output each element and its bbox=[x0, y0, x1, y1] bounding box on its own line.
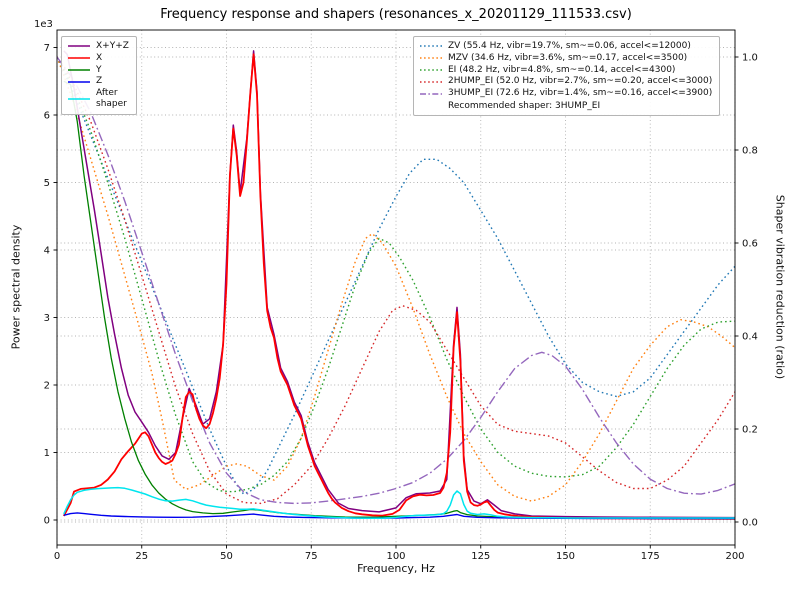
y-right-tick-label: 0.0 bbox=[742, 518, 758, 529]
x-y-z-legend-line-icon bbox=[68, 45, 90, 48]
tick-marks bbox=[53, 47, 739, 549]
x-tick-label: 25 bbox=[135, 551, 148, 562]
mzv-legend-line-icon bbox=[420, 57, 442, 59]
x-tick-label: 0 bbox=[54, 551, 60, 562]
legend-label-ei: EI (48.2 Hz, vibr=4.8%, sm~=0.14, accel<… bbox=[448, 64, 676, 75]
series-z bbox=[63, 512, 735, 520]
x-axis-label: Frequency, Hz bbox=[357, 562, 435, 575]
series-x-y-z bbox=[63, 50, 735, 519]
legend-entry-x-y-z: X+Y+Z bbox=[67, 41, 129, 52]
2hump-ei-legend-line-icon bbox=[420, 80, 442, 83]
legend-entry-y: Y bbox=[67, 65, 129, 76]
x-tick-label: 75 bbox=[305, 551, 318, 562]
x-tick-label: 100 bbox=[386, 551, 405, 562]
legend-entry-after-shaper: After shaper bbox=[67, 88, 129, 110]
3hump-ei-legend-line-icon bbox=[420, 92, 442, 95]
ei-legend-line-icon bbox=[420, 69, 442, 71]
y-left-tick-label: 2 bbox=[44, 381, 50, 392]
y-right-tick-label: 0.4 bbox=[742, 332, 758, 343]
legend-shapers: ZV (55.4 Hz, vibr=19.7%, sm~=0.06, accel… bbox=[413, 36, 721, 116]
legend-label-x: X bbox=[96, 52, 103, 63]
legend-recommended-note: Recommended shaper: 3HUMP_EI bbox=[448, 100, 601, 111]
y-legend-line-icon bbox=[68, 69, 90, 71]
legend-label-x-y-z: X+Y+Z bbox=[96, 41, 129, 51]
y-right-tick-label: 0.6 bbox=[742, 239, 758, 250]
y-right-tick-label: 1.0 bbox=[742, 53, 758, 64]
chart-title: Frequency response and shapers (resonanc… bbox=[160, 7, 632, 22]
legend-psd: X+Y+Z X Y Z After shaper bbox=[61, 36, 137, 115]
y-left-tick-label: 4 bbox=[44, 246, 50, 257]
y-left-tick-label: 3 bbox=[44, 313, 50, 324]
legend-label-y: Y bbox=[96, 64, 102, 75]
x-tick-label: 125 bbox=[471, 551, 490, 562]
legend-entry-mzv: MZV (34.6 Hz, vibr=3.6%, sm~=0.17, accel… bbox=[419, 53, 712, 64]
legend-label-mzv: MZV (34.6 Hz, vibr=3.6%, sm~=0.17, accel… bbox=[448, 52, 688, 63]
gridlines bbox=[56, 30, 736, 545]
tick-labels: 0 25 50 75 100 125 150 175 200 0 1 2 3 4 5 6 7 0.0 0.2 0.4 0… bbox=[44, 43, 758, 562]
z-legend-line-icon bbox=[68, 80, 90, 83]
series-ei bbox=[57, 56, 735, 493]
legend-label-z: Z bbox=[96, 76, 103, 87]
y-left-tick-label: 7 bbox=[44, 43, 50, 54]
legend-entry-3hump-ei: 3HUMP_EI (72.6 Hz, vibr=1.4%, sm~=0.16, … bbox=[419, 88, 712, 99]
series-3hump-ei bbox=[57, 56, 735, 505]
legend-label-3hump-ei: 3HUMP_EI (72.6 Hz, vibr=1.4%, sm~=0.16, … bbox=[448, 88, 713, 99]
legend-label-2hump-ei: 2HUMP_EI (52.0 Hz, vibr=2.7%, sm~=0.20, … bbox=[448, 76, 713, 87]
x-tick-label: 50 bbox=[220, 551, 233, 562]
y-axis-label-left: Power spectral density bbox=[9, 224, 23, 350]
series-y bbox=[63, 80, 735, 520]
legend-entry-x: X bbox=[67, 53, 129, 64]
legend-entry-z: Z bbox=[67, 76, 129, 87]
series-after-shaper bbox=[63, 486, 735, 520]
x-tick-label: 200 bbox=[725, 551, 744, 562]
legend-label-zv: ZV (55.4 Hz, vibr=19.7%, sm~=0.06, accel… bbox=[448, 41, 691, 51]
x-tick-label: 175 bbox=[641, 551, 660, 562]
legend-entry-zv: ZV (55.4 Hz, vibr=19.7%, sm~=0.06, accel… bbox=[419, 41, 712, 52]
y-left-tick-label: 5 bbox=[44, 178, 50, 189]
legend-entry-ei: EI (48.2 Hz, vibr=4.8%, sm~=0.14, accel<… bbox=[419, 65, 712, 76]
y-left-tick-label: 1 bbox=[44, 448, 50, 459]
series-mzv bbox=[57, 56, 735, 502]
x-legend-line-icon bbox=[68, 57, 90, 59]
legend-label-after-shaper: After shaper bbox=[96, 88, 127, 109]
zv-legend-line-icon bbox=[420, 45, 442, 48]
x-tick-label: 150 bbox=[556, 551, 575, 562]
y-left-tick-label: 6 bbox=[44, 111, 50, 122]
after-shaper-legend-line-icon bbox=[68, 98, 90, 100]
legend-entry-2hump-ei: 2HUMP_EI (52.0 Hz, vibr=2.7%, sm~=0.20, … bbox=[419, 76, 712, 87]
y-axis-offset-label: 1e3 bbox=[34, 19, 53, 30]
y-left-tick-label: 0 bbox=[44, 516, 50, 527]
legend-shaper-entries: ZV (55.4 Hz, vibr=19.7%, sm~=0.06, accel… bbox=[419, 41, 712, 99]
series-x bbox=[63, 53, 735, 520]
y-right-tick-label: 0.8 bbox=[742, 146, 758, 157]
y-axis-label-right: Shaper vibration reduction (ratio) bbox=[773, 194, 787, 380]
y-right-tick-label: 0.2 bbox=[742, 425, 758, 436]
